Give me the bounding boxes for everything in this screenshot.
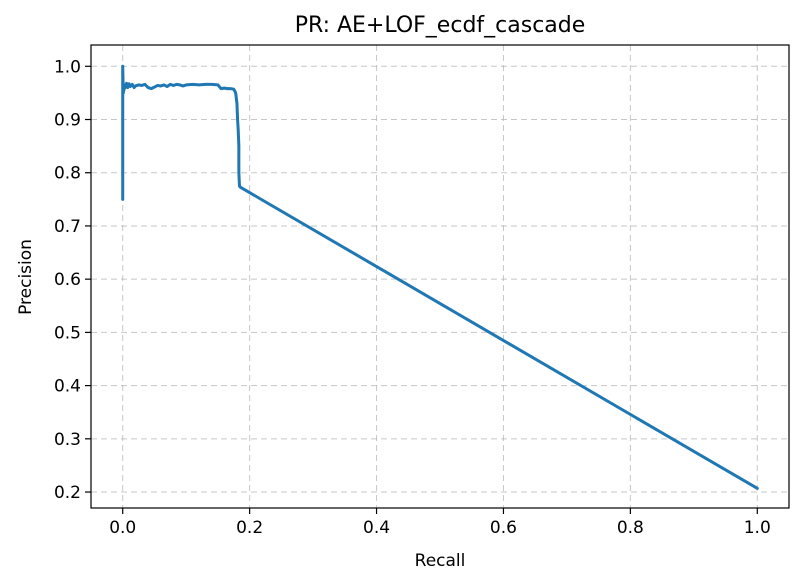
y-tick-label: 0.3 bbox=[54, 430, 81, 450]
y-tick-label: 0.6 bbox=[54, 270, 81, 290]
y-tick-label: 0.7 bbox=[54, 217, 81, 237]
y-tick-label: 0.4 bbox=[54, 377, 81, 397]
x-tick-label: 0.8 bbox=[617, 518, 644, 538]
grid bbox=[91, 45, 789, 508]
pr-curve-line bbox=[121, 64, 759, 490]
x-axis-label: Recall bbox=[415, 551, 466, 571]
x-tick-label: 1.0 bbox=[744, 518, 771, 538]
y-tick-label: 0.8 bbox=[54, 164, 81, 184]
y-axis-ticks: 0.2 0.3 0.4 0.5 0.6 0.7 0.8 0.9 1.0 bbox=[54, 57, 91, 503]
y-tick-label: 0.9 bbox=[54, 111, 81, 131]
chart-title: PR: AE+LOF_ecdf_cascade bbox=[295, 13, 586, 38]
series-group bbox=[121, 64, 759, 490]
y-axis-label: Precision bbox=[16, 239, 36, 315]
x-axis-ticks: 0.0 0.2 0.4 0.6 0.8 1.0 bbox=[109, 508, 771, 538]
x-tick-label: 0.6 bbox=[490, 518, 517, 538]
y-tick-label: 0.2 bbox=[54, 483, 81, 503]
x-tick-label: 0.4 bbox=[363, 518, 390, 538]
x-tick-label: 0.0 bbox=[109, 518, 136, 538]
plot-frame bbox=[90, 44, 790, 509]
x-tick-label: 0.2 bbox=[236, 518, 263, 538]
y-tick-label: 1.0 bbox=[54, 57, 81, 77]
y-tick-label: 0.5 bbox=[54, 323, 81, 343]
